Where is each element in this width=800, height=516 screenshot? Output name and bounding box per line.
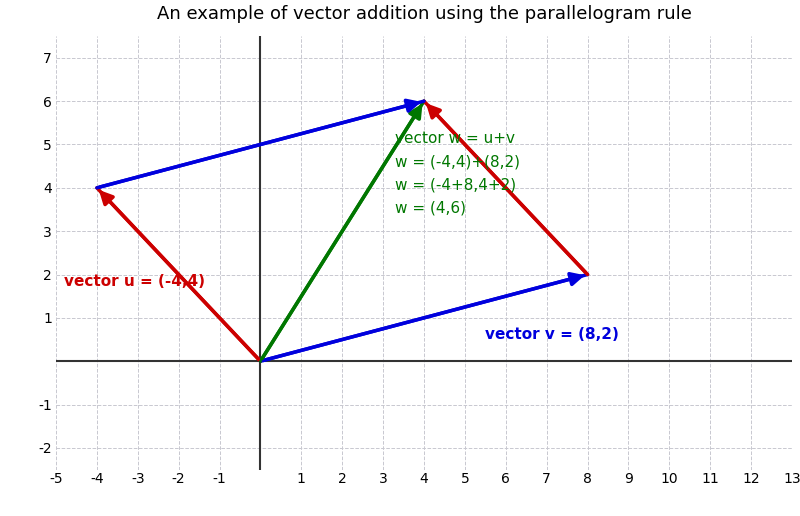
Text: vector w = u+v
w = (-4,4)+(8,2)
w = (-4+8,4+2)
w = (4,6): vector w = u+v w = (-4,4)+(8,2) w = (-4+… xyxy=(395,131,520,216)
Text: vector u = (-4,4): vector u = (-4,4) xyxy=(64,273,205,288)
Text: vector v = (8,2): vector v = (8,2) xyxy=(486,327,619,342)
Text: An example of vector addition using the parallelogram rule: An example of vector addition using the … xyxy=(157,5,691,23)
